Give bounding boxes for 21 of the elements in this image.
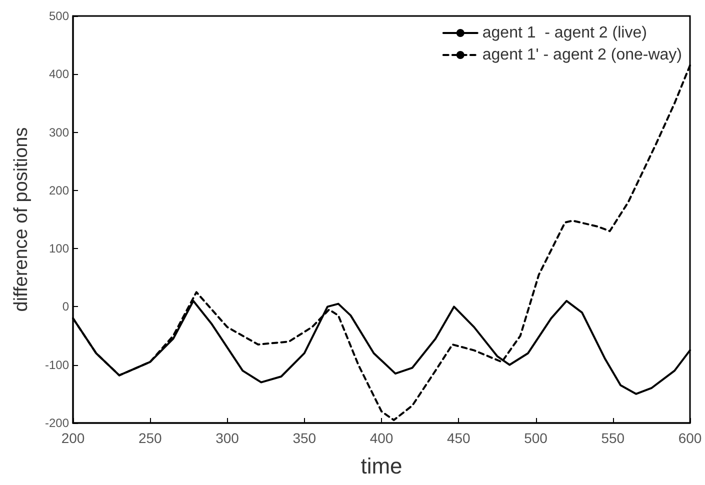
x-tick-label: 550 bbox=[601, 430, 625, 446]
y-tick-label: 100 bbox=[48, 242, 70, 256]
y-tick-label: -200 bbox=[44, 416, 70, 430]
y-tick-label: 200 bbox=[48, 183, 70, 198]
x-tick-label: 250 bbox=[138, 430, 162, 446]
y-tick-label: -100 bbox=[44, 358, 70, 372]
x-tick-label: 600 bbox=[678, 430, 702, 446]
y-tick-label: 500 bbox=[48, 9, 70, 23]
x-tick-label: 300 bbox=[216, 430, 240, 446]
y-tick-label: 400 bbox=[48, 67, 70, 82]
y-tick-label: 300 bbox=[48, 125, 70, 140]
x-axis-title: time bbox=[360, 454, 402, 478]
x-tick-label: 500 bbox=[524, 430, 548, 446]
x-tick-label: 350 bbox=[292, 430, 316, 446]
x-tick-label: 400 bbox=[370, 430, 394, 446]
y-tick-label: 0 bbox=[62, 300, 70, 314]
y-axis-title: difference of positions bbox=[11, 127, 32, 312]
x-tick-label: 450 bbox=[446, 430, 471, 446]
x-tick-label: 200 bbox=[61, 430, 85, 446]
legend-label: agent 1' - agent 2 (one-way) bbox=[482, 46, 682, 64]
legend-label: agent 1 - agent 2 (live) bbox=[482, 24, 647, 42]
